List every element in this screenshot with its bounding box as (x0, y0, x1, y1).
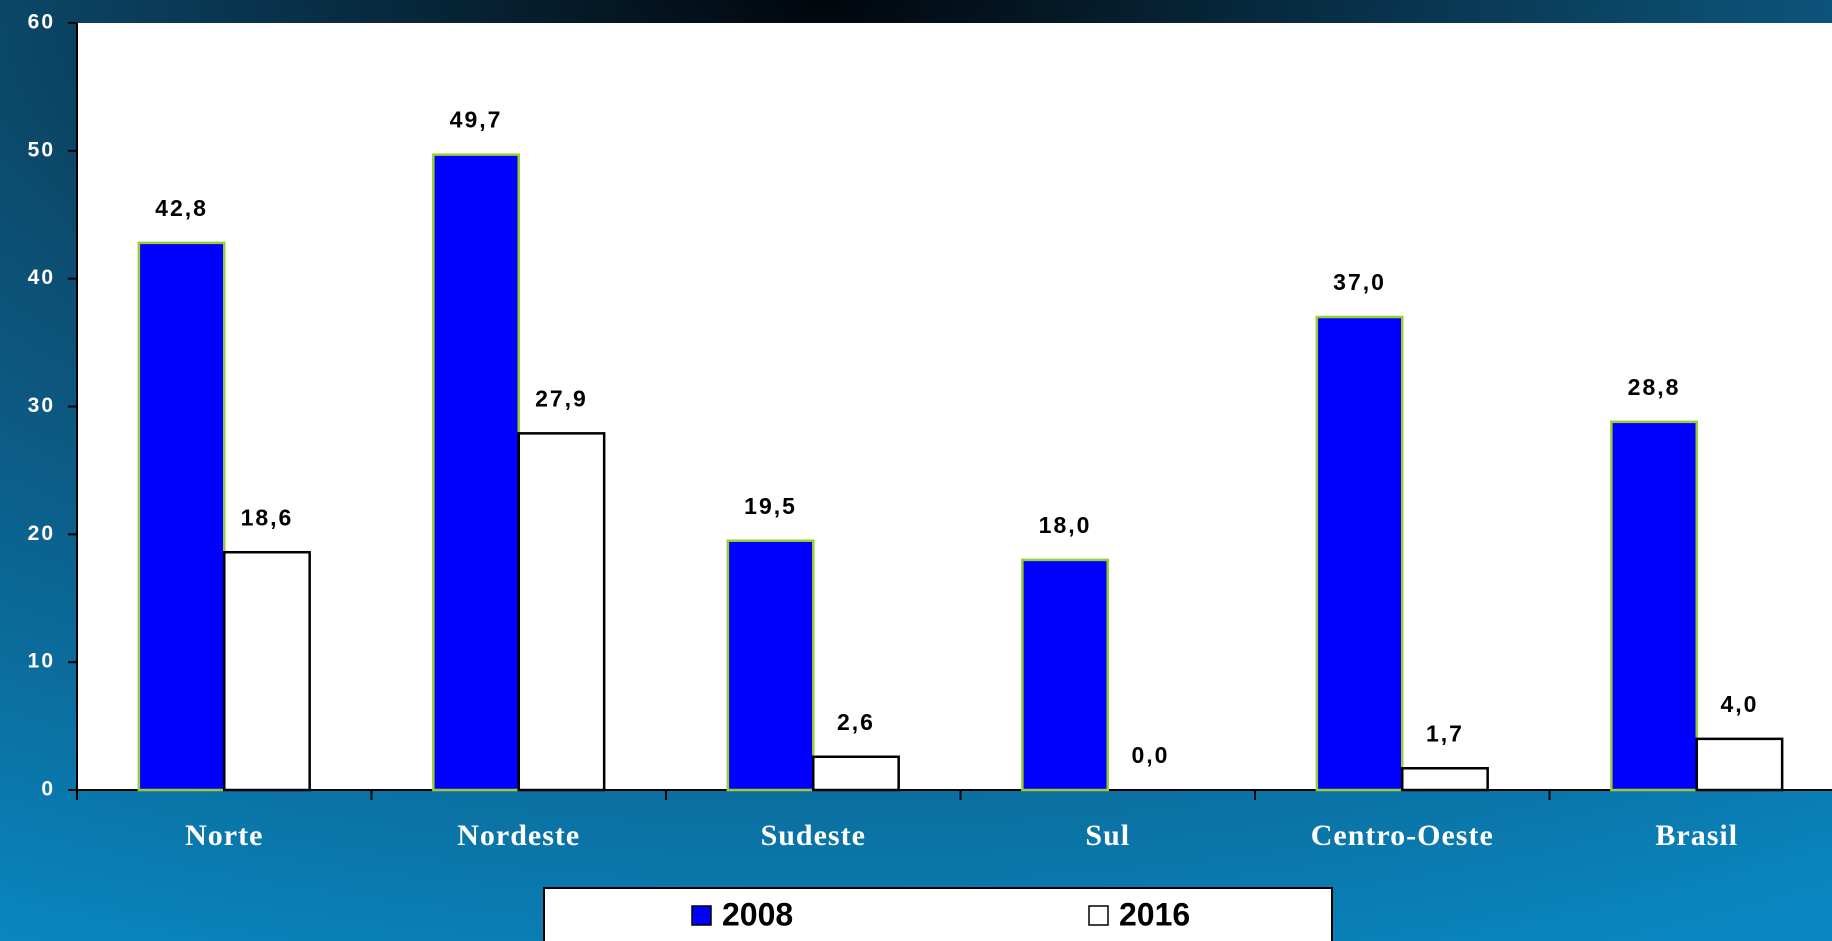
legend-swatch (1088, 905, 1109, 926)
data-label: 0,0 (1131, 742, 1169, 768)
x-tick-label: Nordeste (457, 819, 580, 852)
y-tick-label: 60 (28, 11, 55, 34)
bar (1401, 767, 1489, 792)
data-label: 1,7 (1426, 720, 1464, 746)
data-label: 18,6 (241, 504, 294, 530)
legend-label: 2016 (1119, 896, 1190, 932)
data-label: 2,6 (837, 709, 875, 735)
x-tick-label: Centro-Oeste (1311, 819, 1494, 852)
y-tick-label: 20 (28, 522, 55, 545)
bar (1021, 558, 1109, 792)
x-tick-label: Brasil (1655, 819, 1738, 852)
bar (223, 550, 311, 792)
bar (812, 755, 900, 792)
legend-label: 2008 (722, 896, 793, 932)
bar (1315, 315, 1404, 792)
x-tick-label: Sudeste (761, 819, 866, 852)
data-label: 37,0 (1333, 269, 1386, 295)
data-label: 27,9 (535, 385, 588, 411)
legend-swatch (691, 905, 712, 926)
data-label: 19,5 (744, 493, 797, 519)
plot-area (77, 23, 1832, 790)
y-tick-label: 50 (28, 138, 55, 161)
bar (517, 432, 606, 792)
x-tick-label: Sul (1085, 819, 1130, 852)
y-tick-label: 30 (28, 394, 55, 417)
bar (1610, 420, 1698, 792)
bar (726, 539, 815, 792)
bar (432, 153, 520, 792)
y-tick-label: 10 (28, 650, 55, 673)
data-label: 28,8 (1628, 374, 1681, 400)
bar (1695, 737, 1784, 792)
y-tick-label: 40 (28, 266, 55, 289)
data-label: 49,7 (450, 107, 503, 133)
y-tick-label: 0 (41, 778, 55, 801)
x-tick-label: Norte (185, 819, 263, 852)
data-label: 4,0 (1720, 691, 1758, 717)
data-label: 42,8 (155, 195, 208, 221)
bar (137, 241, 226, 792)
data-label: 18,0 (1039, 512, 1092, 538)
legend-box (543, 887, 1333, 941)
